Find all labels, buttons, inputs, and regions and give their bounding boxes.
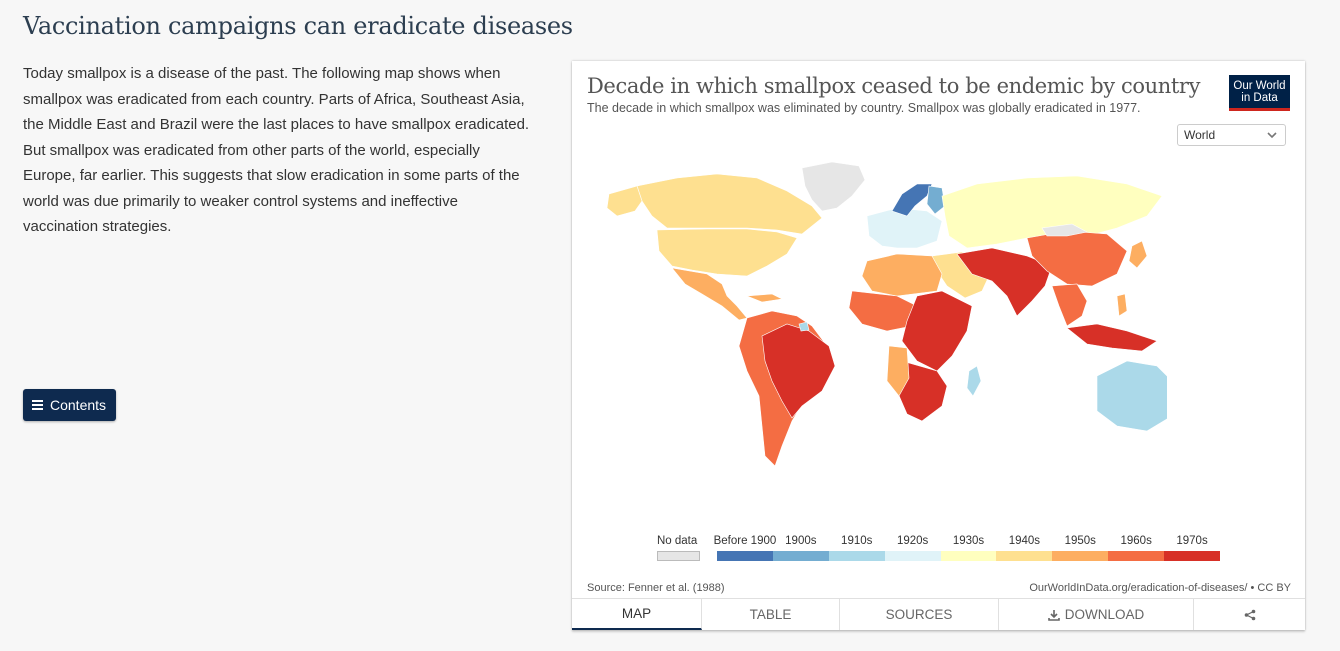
legend-swatch[interactable]: [1108, 551, 1165, 561]
chart-card: Decade in which smallpox ceased to be en…: [572, 61, 1305, 630]
legend-label: 1920s: [896, 535, 929, 547]
chart-title: Decade in which smallpox ceased to be en…: [587, 74, 1201, 98]
map-finland[interactable]: [926, 185, 946, 215]
hamburger-icon: [32, 400, 43, 410]
legend-label: 1900s: [785, 535, 817, 547]
legend-label: 1960s: [1120, 535, 1152, 547]
map-mongolia[interactable]: [1041, 223, 1088, 237]
legend-swatch[interactable]: [1052, 551, 1109, 561]
map-russia[interactable]: [941, 175, 1163, 249]
world-map[interactable]: [597, 156, 1167, 486]
page-title: Vaccination campaigns can eradicate dise…: [23, 12, 573, 40]
logo-line1: Our World: [1233, 79, 1286, 92]
chart-source[interactable]: Source: Fenner et al. (1988): [587, 582, 725, 594]
map-caribbean[interactable]: [746, 293, 783, 303]
chart-tabs: MAP TABLE SOURCES DOWNLOAD: [572, 598, 1305, 631]
chart-subtitle: The decade in which smallpox was elimina…: [587, 101, 1141, 115]
chevron-down-icon: [1267, 132, 1277, 139]
share-button[interactable]: [1194, 599, 1305, 630]
map-guiana[interactable]: [798, 321, 810, 332]
legend-nodata-swatch[interactable]: [657, 551, 700, 561]
legend-label: 1940s: [1008, 535, 1041, 547]
legend-swatch[interactable]: [996, 551, 1053, 561]
article-intro: Today smallpox is a disease of the past.…: [23, 65, 530, 235]
map-west-africa[interactable]: [848, 290, 918, 332]
legend-label: Before 1900: [713, 535, 777, 547]
contents-button-label: Contents: [50, 397, 107, 413]
map-australia[interactable]: [1096, 360, 1167, 432]
map-india[interactable]: [956, 247, 1053, 317]
map-madagascar[interactable]: [966, 365, 982, 397]
map-alaska[interactable]: [606, 185, 643, 217]
legend-label: 1930s: [952, 535, 985, 547]
map-mexico[interactable]: [671, 267, 748, 321]
download-icon: [1047, 609, 1060, 621]
map-usa[interactable]: [656, 228, 798, 277]
legend-swatch[interactable]: [717, 551, 773, 561]
legend: No data Before 1900 1900s 1910s 1920s 1930s 1…: [572, 530, 1305, 570]
legend-label: 1970s: [1176, 535, 1208, 547]
legend-swatch[interactable]: [772, 551, 829, 561]
legend-swatch[interactable]: [940, 551, 997, 561]
tab-sources[interactable]: SOURCES: [840, 599, 999, 630]
logo-line2: in Data: [1241, 91, 1278, 104]
map-indonesia[interactable]: [1066, 323, 1158, 352]
tab-download[interactable]: DOWNLOAD: [999, 599, 1194, 630]
chart-license[interactable]: OurWorldInData.org/eradication-of-diseas…: [1029, 582, 1291, 594]
map-north-africa[interactable]: [861, 253, 943, 297]
tab-map[interactable]: MAP: [572, 599, 702, 630]
map-greenland[interactable]: [801, 161, 866, 212]
legend-label: 1950s: [1064, 535, 1096, 547]
map-angola[interactable]: [886, 345, 910, 397]
region-select[interactable]: World: [1177, 124, 1286, 146]
legend-swatch[interactable]: [884, 551, 941, 561]
tab-table[interactable]: TABLE: [702, 599, 840, 630]
map-se-asia[interactable]: [1051, 283, 1088, 327]
map-east-africa[interactable]: [901, 290, 973, 372]
map-philippines[interactable]: [1116, 293, 1128, 317]
map-japan[interactable]: [1128, 240, 1148, 269]
share-icon: [1244, 609, 1255, 620]
map-canada[interactable]: [636, 173, 823, 235]
owid-logo[interactable]: Our World in Data: [1229, 75, 1290, 111]
legend-nodata-label: No data: [657, 535, 698, 547]
legend-label: 1910s: [841, 535, 873, 547]
region-select-value: World: [1184, 128, 1216, 142]
tab-download-label: DOWNLOAD: [1064, 607, 1145, 622]
legend-swatch[interactable]: [1164, 551, 1220, 561]
contents-button[interactable]: Contents: [23, 389, 116, 421]
legend-swatch[interactable]: [828, 551, 885, 561]
map-china[interactable]: [1026, 230, 1128, 287]
